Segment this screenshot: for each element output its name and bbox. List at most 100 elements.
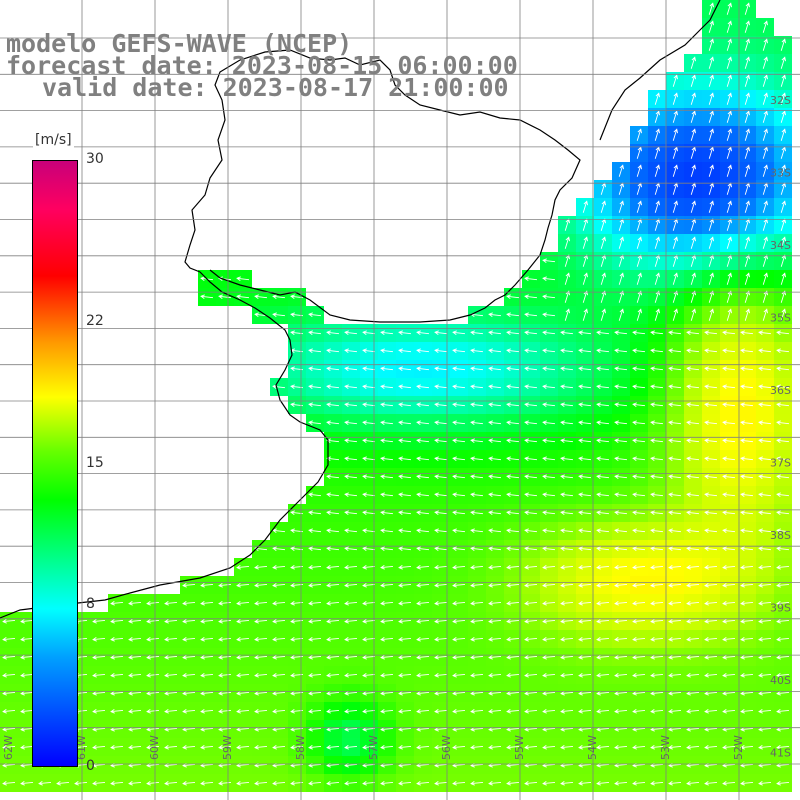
wind-arrow: [758, 636, 772, 642]
wind-arrow: [542, 312, 556, 317]
wind-arrow: [740, 438, 754, 443]
wind-arrow: [776, 600, 790, 606]
wind-arrow: [506, 420, 520, 425]
wind-arrow: [722, 744, 736, 750]
wind-arrow: [776, 654, 790, 660]
wind-arrow: [380, 744, 394, 750]
wind-arrow: [686, 600, 700, 606]
wind-arrow: [704, 582, 718, 588]
wind-arrow: [236, 636, 250, 642]
wind-arrow: [776, 708, 790, 714]
latitude-label: 36S: [770, 384, 791, 397]
wind-arrow: [2, 636, 16, 642]
wind-arrow: [560, 384, 574, 389]
wind-arrow: [668, 474, 682, 479]
wind-arrow: [434, 690, 448, 696]
wind-arrow: [776, 438, 790, 443]
wind-arrow: [762, 200, 769, 213]
wind-arrow: [380, 672, 394, 678]
wind-arrow: [542, 582, 556, 588]
wind-arrow: [596, 438, 610, 443]
wind-arrow: [708, 110, 715, 123]
latitude-label: 39S: [770, 602, 791, 615]
wind-arrow: [344, 744, 358, 750]
wind-arrow: [614, 708, 628, 714]
wind-arrow: [650, 528, 664, 533]
wind-arrow: [488, 510, 502, 515]
wind-arrow: [708, 2, 715, 15]
wind-arrow: [326, 672, 340, 678]
wind-arrow: [686, 618, 700, 624]
wind-arrow: [758, 780, 772, 786]
wind-arrow: [560, 600, 574, 606]
wind-arrow: [272, 708, 286, 714]
wind-arrow: [308, 654, 322, 660]
forecast-date: forecast date: 2023-08-15 06:00:00: [6, 51, 518, 80]
wind-arrow: [272, 546, 286, 551]
wind-arrow: [416, 438, 430, 443]
wind-arrow: [92, 672, 106, 678]
wind-arrow: [654, 200, 661, 213]
wind-arrow: [416, 402, 430, 407]
wind-arrow: [344, 366, 358, 371]
wind-arrow: [398, 510, 412, 515]
wind-arrow: [686, 528, 700, 533]
wind-arrow: [344, 600, 358, 606]
wind-arrow: [614, 780, 628, 786]
wind-arrow: [326, 474, 340, 479]
wind-arrow: [614, 690, 628, 696]
wind-arrow: [488, 654, 502, 660]
wind-arrow: [470, 546, 484, 551]
wind-arrow: [344, 708, 358, 714]
wind-arrow: [200, 780, 214, 786]
wind-arrow: [380, 420, 394, 425]
wind-arrow: [470, 618, 484, 624]
wind-arrow: [506, 546, 520, 551]
wind-arrow: [614, 420, 628, 425]
wind-arrow: [452, 672, 466, 678]
wind-arrow: [722, 546, 736, 551]
wind-arrow: [146, 744, 160, 750]
wind-arrow: [632, 564, 646, 570]
wind-arrow: [200, 582, 214, 588]
wind-arrow: [380, 474, 394, 479]
wind-arrow: [564, 254, 571, 267]
wind-arrow: [452, 510, 466, 515]
wind-arrow: [380, 780, 394, 786]
wind-arrow: [650, 618, 664, 624]
wind-arrow: [596, 564, 610, 570]
wind-arrow: [362, 708, 376, 714]
wind-arrow: [762, 254, 769, 267]
wind-arrow: [578, 654, 592, 660]
wind-arrow: [654, 236, 661, 249]
wind-arrow: [636, 200, 643, 213]
wind-arrow: [254, 582, 268, 588]
latitude-label: 33S: [770, 167, 791, 180]
wind-arrow: [92, 708, 106, 714]
wind-arrow: [560, 546, 574, 551]
wind-arrow: [762, 164, 769, 177]
wind-arrow: [524, 438, 538, 443]
wind-arrow: [582, 290, 589, 303]
wind-arrow: [506, 636, 520, 642]
wind-arrow: [506, 654, 520, 660]
wind-arrow: [470, 366, 484, 371]
wind-arrow: [92, 654, 106, 660]
wind-arrow: [596, 672, 610, 678]
wind-arrow: [722, 348, 736, 353]
wind-arrow: [524, 456, 538, 461]
wind-arrow: [380, 654, 394, 660]
latitude-label: 35S: [770, 312, 791, 325]
wind-arrow: [686, 420, 700, 425]
wind-arrow: [758, 510, 772, 515]
wind-arrow: [726, 110, 733, 123]
wind-arrow: [542, 636, 556, 642]
wind-arrow: [470, 330, 484, 335]
wind-arrow: [452, 582, 466, 588]
wind-arrow: [704, 672, 718, 678]
colorbar-tick-label: 8: [86, 596, 95, 613]
wind-arrow: [524, 528, 538, 533]
wind-arrow: [744, 200, 751, 213]
wind-arrow: [416, 618, 430, 624]
wind-arrow: [326, 744, 340, 750]
